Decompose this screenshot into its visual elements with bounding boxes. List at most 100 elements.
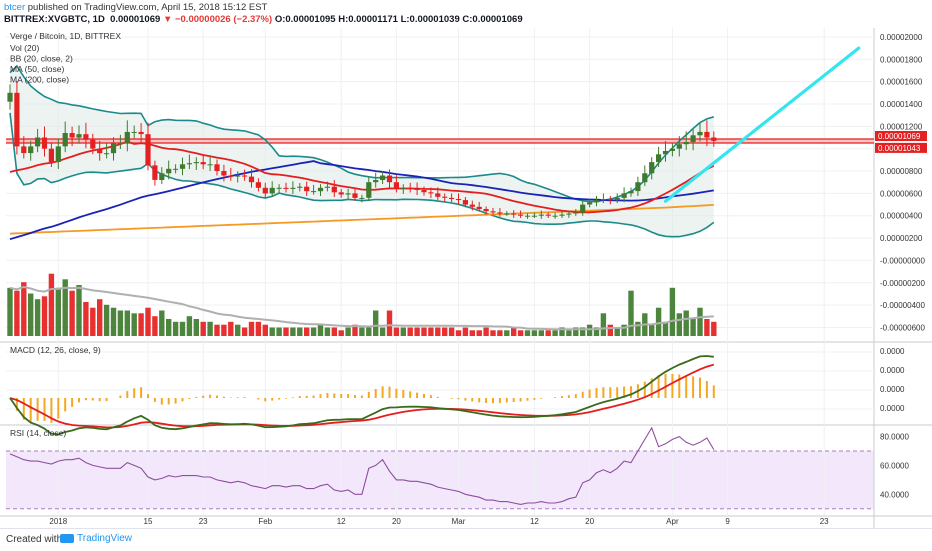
- macd-histogram-bar: [85, 398, 87, 400]
- macd-histogram-bar: [589, 390, 591, 398]
- candle-body: [677, 144, 682, 149]
- candle-body: [546, 215, 551, 216]
- chart-area[interactable]: 0.000020000.000018000.000016000.00001400…: [0, 28, 932, 528]
- close-label: C:: [462, 14, 472, 25]
- macd-histogram-bar: [437, 397, 439, 398]
- macd-histogram-bar: [306, 396, 308, 398]
- macd-histogram-bar: [409, 391, 411, 398]
- macd-histogram-bar: [706, 381, 708, 398]
- volume-bar: [270, 328, 275, 337]
- volume-bar: [497, 330, 502, 336]
- volume-bar: [166, 319, 171, 336]
- candle-body: [132, 132, 137, 133]
- macd-tick-label: 0.0000: [880, 347, 905, 356]
- macd-histogram-bar: [430, 395, 432, 398]
- volume-bar: [690, 319, 695, 336]
- candle-body: [311, 191, 316, 192]
- candle-body: [201, 162, 206, 164]
- candle-body: [484, 209, 489, 211]
- candle-body: [187, 163, 192, 164]
- macd-histogram-bar: [71, 398, 73, 407]
- candle-body: [415, 189, 420, 190]
- open-value: 0.00001095: [285, 14, 335, 25]
- macd-histogram-bar: [37, 398, 39, 421]
- volume-bar: [263, 325, 268, 336]
- candle-body: [249, 177, 254, 183]
- volume-bar: [552, 330, 557, 336]
- macd-histogram-bar: [106, 398, 108, 401]
- author-name[interactable]: btcer: [4, 2, 25, 13]
- rsi-band-fill: [6, 451, 874, 509]
- volume-bar: [90, 308, 95, 336]
- price-tick-label: 0.00000400: [880, 212, 923, 221]
- volume-bar: [221, 325, 226, 336]
- candle-body: [145, 134, 150, 165]
- macd-histogram-bar: [78, 398, 80, 402]
- macd-histogram-bar: [320, 394, 322, 398]
- volume-bar: [138, 313, 143, 336]
- price-tick-label: 0.00000200: [880, 234, 923, 243]
- tradingview-link[interactable]: TradingView: [60, 533, 132, 544]
- macd-histogram-bar: [368, 392, 370, 398]
- macd-histogram-bar: [326, 393, 328, 398]
- macd-histogram-bar: [554, 397, 556, 398]
- volume-bar: [325, 328, 330, 337]
- candle-body: [359, 198, 364, 199]
- candle-body: [539, 215, 544, 216]
- volume-bar: [463, 328, 468, 337]
- candle-body: [408, 188, 413, 189]
- candle-body: [711, 138, 716, 141]
- volume-bar: [490, 330, 495, 336]
- candle-body: [628, 191, 633, 193]
- candle-body: [125, 132, 130, 143]
- macd-histogram-bar: [596, 388, 598, 398]
- candle-body: [511, 214, 516, 215]
- indicator-legend: MA (200, close): [10, 75, 69, 85]
- footer-bar: Created with TradingView: [0, 528, 932, 551]
- low-label: L:: [401, 14, 410, 25]
- candle-body: [352, 193, 357, 198]
- time-tick-label: Mar: [452, 517, 466, 526]
- candle-body: [697, 132, 702, 135]
- macd-histogram-bar: [57, 398, 59, 419]
- indicator-legend: BB (20, close, 2): [10, 54, 73, 64]
- volume-bar: [387, 311, 392, 337]
- volume-bar: [49, 274, 54, 336]
- candle-body: [118, 143, 123, 144]
- macd-histogram-bar: [285, 398, 287, 399]
- macd-histogram-bar: [271, 398, 273, 401]
- macd-histogram-bar: [119, 396, 121, 398]
- price-label-text: 0.00001043: [878, 144, 921, 153]
- macd-histogram-bar: [492, 398, 494, 403]
- candle-body: [401, 188, 406, 189]
- macd-histogram-bar: [471, 398, 473, 402]
- candle-body: [442, 197, 447, 198]
- volume-bar: [649, 325, 654, 336]
- price-change: ▼ −0.00000026 (−2.37%): [163, 14, 272, 25]
- macd-histogram-bar: [292, 397, 294, 398]
- volume-bar: [435, 328, 440, 337]
- volume-bar: [380, 328, 385, 337]
- created-with-label: Created with: [6, 534, 62, 545]
- macd-histogram-bar: [133, 388, 135, 398]
- candle-body: [173, 169, 178, 170]
- volume-bar: [125, 311, 130, 337]
- volume-bar: [7, 288, 12, 336]
- candle-body: [601, 199, 606, 200]
- macd-histogram-bar: [313, 396, 315, 399]
- candle-body: [608, 199, 613, 200]
- macd-histogram-bar: [616, 387, 618, 398]
- candle-body: [70, 133, 75, 138]
- publish-info: published on TradingView.com, April 15, …: [28, 2, 268, 13]
- macd-histogram-bar: [99, 398, 101, 401]
- volume-bar: [76, 285, 81, 336]
- price-tick-label: 0.00000800: [880, 167, 923, 176]
- volume-bar: [697, 308, 702, 336]
- volume-bar: [207, 322, 212, 336]
- candle-body: [518, 215, 523, 216]
- candle-body: [76, 134, 81, 137]
- candle-body: [104, 153, 109, 154]
- price-tick-label: -0.00000200: [880, 279, 925, 288]
- candle-body: [656, 154, 661, 162]
- volume-bar: [428, 328, 433, 337]
